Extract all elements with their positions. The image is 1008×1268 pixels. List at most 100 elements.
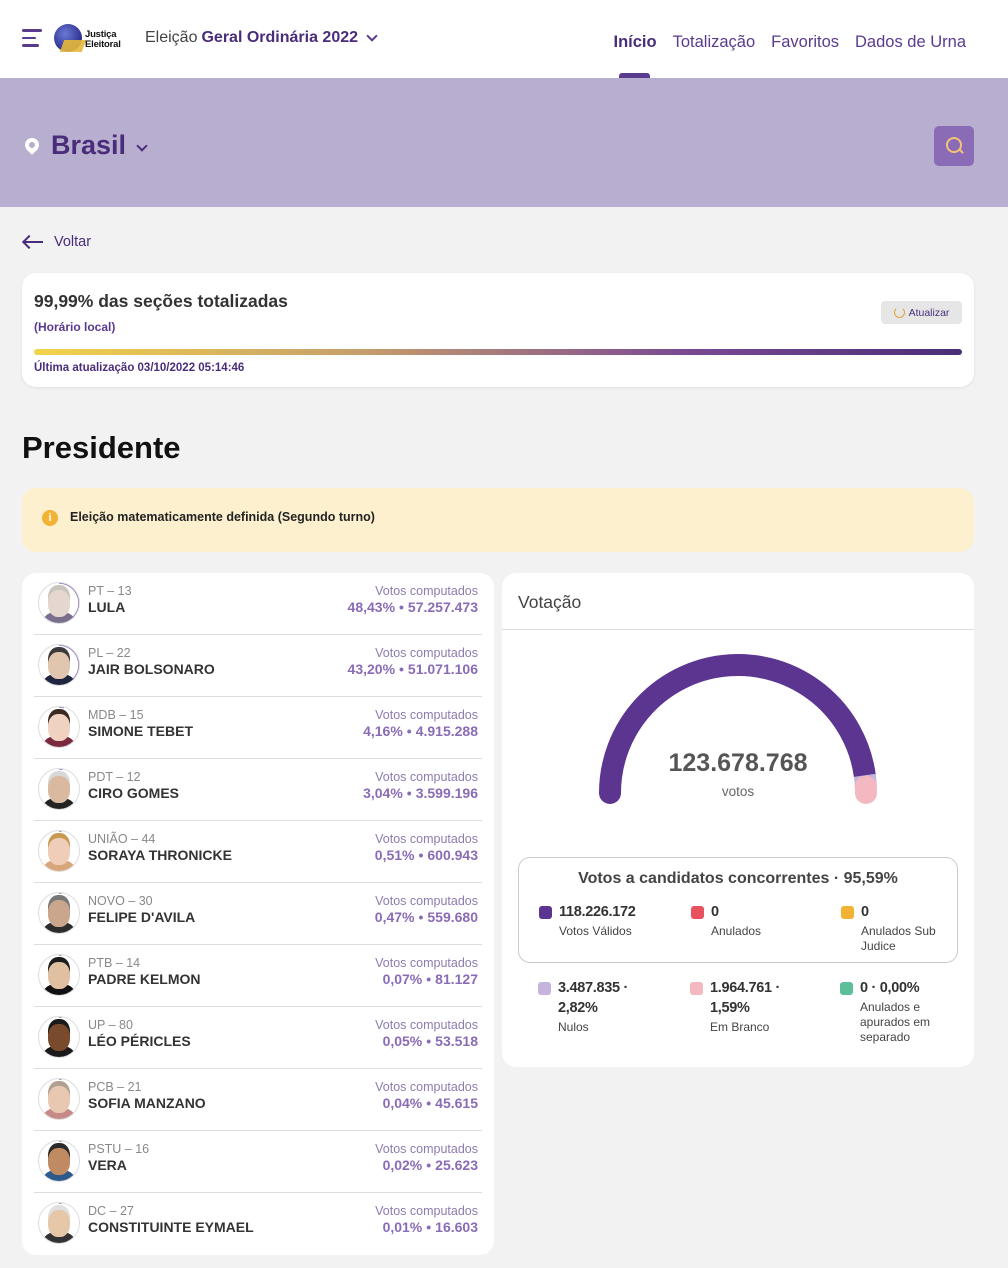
chevron-down-icon[interactable] bbox=[136, 140, 148, 152]
vote-count: 25.623 bbox=[435, 1157, 478, 1173]
refresh-button[interactable]: Atualizar bbox=[881, 301, 962, 324]
candidate-name: SOFIA MANZANO bbox=[88, 1095, 206, 1111]
candidate-party: MDB – 15 bbox=[88, 708, 144, 722]
candidate-avatar bbox=[38, 706, 80, 748]
notice-text: Eleição matematicamente definida (Segund… bbox=[70, 510, 375, 524]
vote-count: 57.257.473 bbox=[407, 599, 478, 615]
candidate-avatar bbox=[38, 830, 80, 872]
votes-value: 0,02% • 25.623 bbox=[383, 1157, 478, 1173]
votes-label: Votos computados bbox=[375, 956, 478, 970]
candidate-row[interactable]: DC – 27 CONSTITUINTE EYMAEL Votos computad… bbox=[34, 1193, 482, 1255]
votes-value: 0,04% • 45.615 bbox=[383, 1095, 478, 1111]
candidate-row[interactable]: MDB – 15 SIMONE TEBET Votos computados 4,16… bbox=[34, 697, 482, 759]
votes-value: 0,07% • 81.127 bbox=[383, 971, 478, 987]
votes-gauge bbox=[599, 654, 877, 804]
candidate-party: PSTU – 16 bbox=[88, 1142, 150, 1156]
justica-eleitoral-logo[interactable]: Justiça Eleitoral bbox=[54, 22, 126, 56]
arrow-left-icon bbox=[22, 235, 44, 249]
total-votes: 123.678.768 bbox=[668, 749, 808, 777]
search-button[interactable] bbox=[934, 126, 974, 166]
vote-percent: 0,07% bbox=[382, 971, 423, 987]
candidate-party: UP – 80 bbox=[88, 1018, 133, 1032]
avatar-body bbox=[44, 1108, 74, 1119]
progress-title: 99,99% das seções totalizadas bbox=[34, 291, 288, 311]
candidate-row[interactable]: PSTU – 16 VERA Votos computados 0,02% • 25.62… bbox=[34, 1131, 482, 1193]
avatar-body bbox=[44, 674, 74, 685]
candidate-row[interactable]: PTB – 14 PADRE KELMON Votos computados 0,07… bbox=[34, 945, 482, 1007]
candidate-avatar bbox=[38, 1202, 80, 1244]
vote-count: 81.127 bbox=[435, 971, 478, 987]
votes-label: Votos computados bbox=[375, 894, 478, 908]
vote-percent: 0,05% bbox=[382, 1033, 423, 1049]
avatar-face bbox=[48, 590, 70, 617]
legend-swatch bbox=[538, 982, 551, 995]
totalization-progress-card: 99,99% das seções totalizadas (Horário l… bbox=[22, 273, 974, 387]
candidate-name: JAIR BOLSONARO bbox=[88, 661, 215, 677]
avatar-body bbox=[44, 922, 74, 933]
votes-value: 0,05% • 53.518 bbox=[383, 1033, 478, 1049]
candidate-name: FELIPE D'AVILA bbox=[88, 909, 196, 925]
candidate-party: PT – 13 bbox=[88, 584, 132, 598]
election-selector[interactable]: Eleição Geral Ordinária 2022 bbox=[145, 29, 378, 47]
nav-dados-de-urna[interactable]: Dados de Urna bbox=[855, 33, 966, 51]
vote-count: 600.943 bbox=[427, 847, 478, 863]
votes-label: Votos computados bbox=[375, 584, 478, 598]
election-name: Geral Ordinária 2022 bbox=[201, 29, 359, 46]
legend-swatch bbox=[841, 906, 854, 919]
votes-value: 0,51% • 600.943 bbox=[375, 847, 478, 863]
vote-count: 559.680 bbox=[427, 909, 478, 925]
votes-label: Votos computados bbox=[375, 708, 478, 722]
nav-favoritos[interactable]: Favoritos bbox=[771, 33, 840, 51]
votes-value: 48,43% • 57.257.473 bbox=[348, 599, 478, 615]
candidate-row[interactable]: UP – 80 LÉO PÉRICLES Votos computados 0,05%… bbox=[34, 1007, 482, 1069]
separator-dot: • bbox=[426, 1157, 432, 1173]
candidate-name: LÉO PÉRICLES bbox=[88, 1033, 191, 1049]
vote-count: 16.603 bbox=[435, 1219, 478, 1235]
candidate-row[interactable]: NOVO – 30 FELIPE D'AVILA Votos computados 0… bbox=[34, 883, 482, 945]
votacao-card: Votação 123.678.768 votos Votos a candid… bbox=[502, 573, 974, 1067]
back-link[interactable]: Voltar bbox=[22, 234, 91, 250]
candidate-row[interactable]: UNIÃO – 44 SORAYA THRONICKE Votos computad… bbox=[34, 821, 482, 883]
candidate-row[interactable]: PDT – 12 CIRO GOMES Votos computados 3,04% •… bbox=[34, 759, 482, 821]
candidate-row[interactable]: PT – 13 LULA Votos computados 48,43% • 57.257… bbox=[34, 573, 482, 635]
location-pin-icon bbox=[22, 135, 42, 155]
candidate-name: PADRE KELMON bbox=[88, 971, 201, 987]
vote-count: 45.615 bbox=[435, 1095, 478, 1111]
vote-percent: 0,01% bbox=[382, 1219, 423, 1235]
nav-totalizacao[interactable]: Totalização bbox=[672, 33, 756, 51]
candidate-avatar bbox=[38, 1078, 80, 1120]
logo-stripe bbox=[59, 40, 87, 52]
vote-percent: 48,43% bbox=[347, 599, 396, 615]
vote-percent: 4,16% bbox=[363, 723, 403, 739]
votes-label: Votos computados bbox=[375, 1142, 478, 1156]
region-selector[interactable]: Brasil bbox=[51, 130, 127, 160]
avatar-face bbox=[48, 1086, 70, 1113]
candidate-row[interactable]: PCB – 21 SOFIA MANZANO Votos computados 0,0… bbox=[34, 1069, 482, 1131]
votes-label: Votos computados bbox=[375, 1204, 478, 1218]
candidate-avatar bbox=[38, 892, 80, 934]
vote-percent: 0,47% bbox=[374, 909, 415, 925]
legend-swatch bbox=[690, 982, 703, 995]
votes-label: Votos computados bbox=[375, 1080, 478, 1094]
nav-inicio[interactable]: Início bbox=[613, 33, 657, 51]
progress-bar bbox=[34, 349, 962, 355]
candidate-name: LULA bbox=[88, 599, 126, 615]
avatar-face bbox=[48, 900, 70, 927]
main-nav: Início Totalização Favoritos Dados de Ur… bbox=[614, 33, 967, 52]
candidate-party: PTB – 14 bbox=[88, 956, 141, 970]
legend-swatch bbox=[539, 906, 552, 919]
votes-label: Votos computados bbox=[375, 832, 478, 846]
hamburger-menu-icon[interactable] bbox=[22, 29, 42, 47]
votes-label: Votos computados bbox=[375, 1018, 478, 1032]
candidate-row[interactable]: PL – 22 JAIR BOLSONARO Votos computados 43,… bbox=[34, 635, 482, 697]
avatar-face bbox=[48, 1024, 70, 1051]
votes-label: Votos computados bbox=[375, 770, 478, 784]
vote-count: 53.518 bbox=[435, 1033, 478, 1049]
separator-dot: • bbox=[406, 785, 412, 801]
avatar-body bbox=[44, 1232, 74, 1243]
election-prefix: Eleição bbox=[145, 29, 198, 46]
info-icon: i bbox=[42, 510, 58, 526]
vote-count: 3.599.196 bbox=[415, 785, 478, 801]
candidate-party: PDT – 12 bbox=[88, 770, 141, 784]
separator-dot: • bbox=[426, 1033, 432, 1049]
